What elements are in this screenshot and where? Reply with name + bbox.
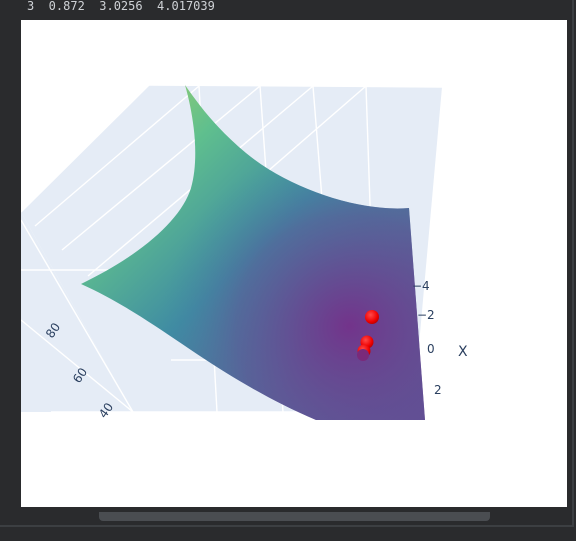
- cell-border: [0, 0, 574, 527]
- marker-point[interactable]: [357, 349, 369, 361]
- x-axis-ticks: −4 −2 0 2: [412, 279, 442, 397]
- x-tick-label: −2: [417, 308, 435, 322]
- plot-svg[interactable]: −4 −2 0 2 X 80 60 40: [21, 20, 567, 507]
- surface-trace[interactable]: [81, 85, 425, 420]
- x-tick-label: −4: [412, 279, 430, 293]
- x-tick-label: 0: [427, 342, 435, 356]
- marker-trace[interactable]: [357, 310, 379, 361]
- surface-shading: [81, 85, 425, 420]
- x-tick-label: 2: [434, 383, 442, 397]
- horizontal-scrollbar-thumb[interactable]: [99, 512, 490, 521]
- plotly-3d-plot[interactable]: −4 −2 0 2 X 80 60 40: [21, 20, 567, 507]
- output-text-line: 3 0.872 3.0256 4.017039: [27, 0, 215, 13]
- scene-floor-wall: [21, 212, 133, 412]
- x-axis-title: X: [458, 344, 468, 360]
- marker-point[interactable]: [365, 310, 379, 324]
